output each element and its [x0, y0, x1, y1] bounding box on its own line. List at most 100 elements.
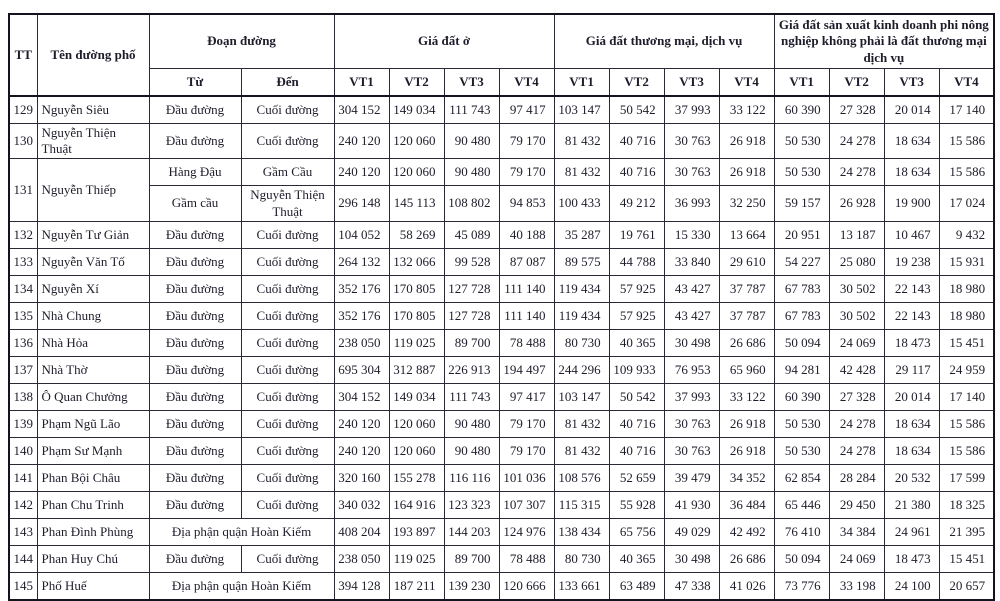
- table-row: 135 Nhà Chung Đầu đường Cuối đường 352 176 17…: [8, 301, 995, 330]
- price-cell: 170 805: [388, 301, 445, 330]
- price-cell: 119 025: [388, 328, 445, 357]
- row-number-cell: 139: [8, 409, 38, 438]
- price-cell: 149 034: [388, 95, 445, 124]
- price-cell: 119 434: [553, 301, 610, 330]
- price-cell: 320 160: [333, 463, 390, 492]
- segment-from-cell: Đầu đường: [148, 544, 242, 573]
- price-cell: 67 783: [773, 274, 830, 303]
- segment-to-cell: Cuối đường: [240, 328, 335, 357]
- price-cell: 58 269: [388, 220, 445, 249]
- header-vt1: VT1: [553, 67, 610, 97]
- price-cell: 30 763: [663, 436, 720, 465]
- header-vt2: VT2: [388, 67, 445, 97]
- street-name-cell: Nhà Hỏa: [36, 328, 150, 357]
- price-cell: 133 661: [553, 571, 610, 601]
- street-name-cell: Phạm Sư Mạnh: [36, 436, 150, 465]
- header-production-group: Giá đất sản xuất kinh doanh phi nông ngh…: [773, 13, 995, 69]
- price-cell: 115 315: [553, 490, 610, 519]
- price-cell: 44 788: [608, 247, 665, 276]
- price-cell: 18 980: [938, 274, 995, 303]
- price-cell: 244 296: [553, 355, 610, 384]
- segment-from-cell: Đầu đường: [148, 436, 242, 465]
- price-cell: 26 918: [718, 409, 775, 438]
- street-name-cell: Nguyễn Văn Tố: [36, 247, 150, 276]
- row-number-cell: 131: [8, 158, 38, 222]
- header-tt: TT: [8, 13, 38, 97]
- price-cell: 94 281: [773, 355, 830, 384]
- table-row: 143 Phan Đình Phùng Địa phận quận Hoàn Kiế…: [8, 517, 995, 546]
- price-cell: 79 170: [498, 436, 555, 465]
- price-cell: 81 432: [553, 409, 610, 438]
- street-name-cell: Phan Huy Chú: [36, 544, 150, 573]
- price-cell: 30 502: [828, 301, 885, 330]
- price-cell: 100 433: [553, 185, 610, 222]
- price-cell: 18 325: [938, 490, 995, 519]
- table-row: 141 Phan Bội Châu Đầu đường Cuối đường 320 1…: [8, 463, 995, 492]
- segment-to-cell: Cuối đường: [240, 122, 335, 160]
- price-cell: 26 928: [828, 185, 885, 222]
- price-cell: 408 204: [333, 517, 390, 546]
- price-cell: 240 120: [333, 436, 390, 465]
- price-cell: 50 094: [773, 328, 830, 357]
- price-cell: 18 634: [883, 158, 940, 187]
- price-cell: 27 328: [828, 382, 885, 411]
- segment-to-cell: Cuối đường: [240, 274, 335, 303]
- price-cell: 149 034: [388, 382, 445, 411]
- price-cell: 45 089: [443, 220, 500, 249]
- price-cell: 65 446: [773, 490, 830, 519]
- row-number-cell: 144: [8, 544, 38, 573]
- price-cell: 28 284: [828, 463, 885, 492]
- price-cell: 120 060: [388, 436, 445, 465]
- price-cell: 139 230: [443, 571, 500, 601]
- street-name-cell: Nguyễn Siêu: [36, 95, 150, 124]
- price-cell: 29 450: [828, 490, 885, 519]
- price-cell: 132 066: [388, 247, 445, 276]
- table-row: 137 Nhà Thờ Đầu đường Cuối đường 695 304 312 …: [8, 355, 995, 384]
- price-cell: 41 026: [718, 571, 775, 601]
- price-cell: 78 488: [498, 544, 555, 573]
- table-row: 145 Phố Huế Địa phận quận Hoàn Kiếm 394 128…: [8, 571, 995, 601]
- price-cell: 33 840: [663, 247, 720, 276]
- price-cell: 62 854: [773, 463, 830, 492]
- price-cell: 60 390: [773, 95, 830, 124]
- price-cell: 18 634: [883, 409, 940, 438]
- header-group-row: TT Tên đường phố Đoạn đường Giá đất ở Gi…: [8, 13, 995, 97]
- price-cell: 19 238: [883, 247, 940, 276]
- price-cell: 40 716: [608, 158, 665, 187]
- price-cell: 40 716: [608, 122, 665, 160]
- segment-to-cell: Cuối đường: [240, 95, 335, 124]
- price-cell: 34 384: [828, 517, 885, 546]
- table-row: Gầm cầu Nguyễn Thiện Thuật 296 148 145 113 1…: [9, 185, 995, 222]
- price-cell: 111 140: [498, 301, 555, 330]
- price-cell: 13 664: [718, 220, 775, 249]
- price-cell: 65 960: [718, 355, 775, 384]
- price-cell: 103 147: [553, 382, 610, 411]
- price-cell: 15 586: [938, 436, 995, 465]
- price-cell: 107 307: [498, 490, 555, 519]
- price-cell: 120 060: [388, 409, 445, 438]
- segment-from-cell: Đầu đường: [148, 355, 242, 384]
- price-cell: 108 576: [553, 463, 610, 492]
- price-cell: 312 887: [388, 355, 445, 384]
- price-cell: 21 380: [883, 490, 940, 519]
- price-cell: 296 148: [333, 185, 390, 222]
- price-cell: 24 278: [828, 158, 885, 187]
- price-cell: 90 480: [443, 436, 500, 465]
- price-cell: 194 497: [498, 355, 555, 384]
- segment-to-cell: Gầm Cầu: [240, 158, 335, 187]
- price-cell: 36 993: [663, 185, 720, 222]
- land-price-table: TT Tên đường phố Đoạn đường Giá đất ở Gi…: [8, 13, 996, 601]
- price-cell: 50 542: [608, 95, 665, 124]
- row-number-cell: 134: [8, 274, 38, 303]
- row-number-cell: 145: [8, 571, 38, 601]
- price-cell: 42 428: [828, 355, 885, 384]
- row-number-cell: 135: [8, 301, 38, 330]
- price-cell: 24 100: [883, 571, 940, 601]
- street-name-cell: Ô Quan Chưởng: [36, 382, 150, 411]
- price-cell: 111 140: [498, 274, 555, 303]
- price-cell: 15 451: [938, 328, 995, 357]
- price-cell: 124 976: [498, 517, 555, 546]
- segment-from-cell: Đầu đường: [148, 463, 242, 492]
- price-cell: 240 120: [333, 409, 390, 438]
- header-vt4: VT4: [718, 67, 775, 97]
